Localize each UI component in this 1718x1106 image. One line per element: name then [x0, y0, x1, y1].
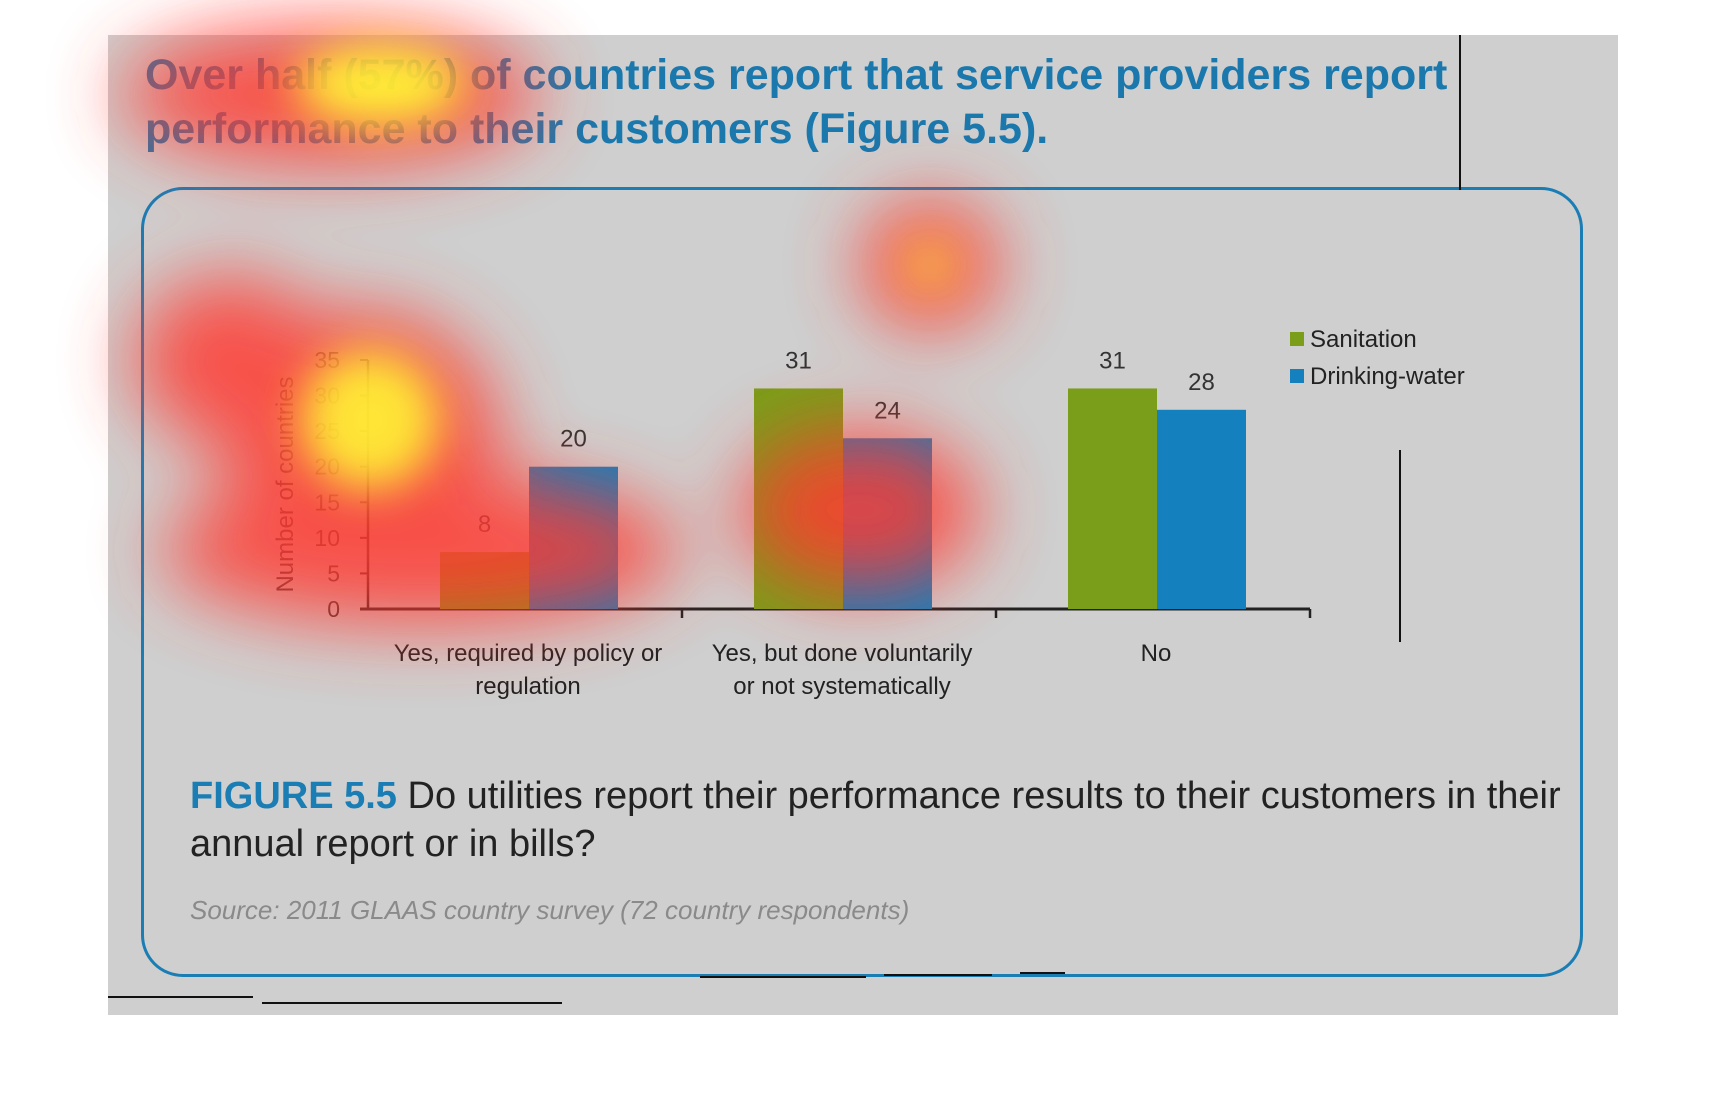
legend-label: Sanitation — [1310, 326, 1417, 353]
data-label: 8 — [478, 511, 491, 538]
legend-swatch-drinking-water — [1290, 369, 1304, 383]
figure-caption: FIGURE 5.5 Do utilities report their per… — [190, 772, 1570, 868]
x-category-label: Yes, but done voluntarily — [712, 640, 973, 667]
figure-caption-text: Do utilities report their performance re… — [190, 775, 1561, 865]
bar-drinking-water — [1157, 409, 1246, 609]
figure-frame — [141, 187, 1583, 977]
x-category-label: Yes, required by policy or — [394, 640, 663, 667]
data-label: 20 — [560, 426, 587, 453]
y-tick-label: 5 — [327, 560, 340, 586]
bar-drinking-water — [529, 466, 618, 609]
y-tick-label: 15 — [314, 489, 340, 515]
data-label: 31 — [785, 347, 812, 374]
y-axis-title: Number of countries — [272, 376, 299, 592]
divider-mark — [700, 976, 866, 978]
x-category-label: No — [1141, 640, 1172, 667]
bar-sanitation — [754, 388, 843, 609]
divider-mark — [1020, 972, 1065, 974]
y-tick-label: 10 — [314, 525, 340, 551]
bar-sanitation — [440, 552, 529, 609]
bar-drinking-water — [843, 438, 932, 609]
x-category-label: or not systematically — [733, 673, 950, 700]
divider-mark — [884, 974, 992, 976]
y-tick-label: 30 — [314, 383, 340, 409]
divider-mark — [1399, 450, 1401, 642]
legend-swatch-sanitation — [1290, 332, 1304, 346]
figure-label: FIGURE 5.5 — [190, 775, 397, 817]
divider-mark — [262, 1002, 562, 1004]
data-label: 24 — [874, 397, 901, 424]
divider-mark — [108, 996, 253, 998]
source-note: Source: 2011 GLAAS country survey (72 co… — [190, 895, 910, 925]
divider-mark — [1459, 35, 1461, 190]
bar-sanitation — [1068, 388, 1157, 609]
y-tick-label: 20 — [314, 454, 340, 480]
data-label: 31 — [1099, 347, 1126, 374]
legend-label: Drinking-water — [1310, 363, 1465, 390]
y-tick-label: 0 — [327, 596, 340, 622]
x-category-label: regulation — [475, 673, 580, 700]
data-label: 28 — [1188, 369, 1215, 396]
y-tick-label: 25 — [314, 418, 340, 444]
y-tick-label: 35 — [314, 347, 340, 373]
